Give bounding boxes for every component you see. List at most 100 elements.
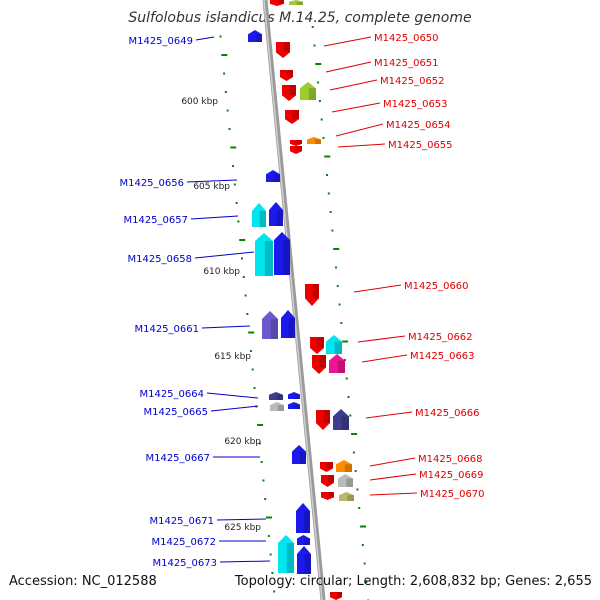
label-leader-line	[357, 335, 406, 343]
gene-label-forward: M1425_0658	[127, 254, 192, 265]
gene-label-reverse: M1425_0652	[380, 76, 445, 87]
label-leader-line	[194, 251, 255, 259]
gene-feature	[281, 310, 295, 338]
gene-feature	[288, 392, 300, 399]
gene-label-forward: M1425_0656	[119, 178, 184, 189]
gene-label-reverse: M1425_0655	[388, 140, 453, 151]
label-leader-line	[325, 61, 372, 73]
gene-feature	[307, 137, 321, 144]
gene-feature	[296, 503, 310, 533]
genome-backbone	[262, 0, 326, 600]
gene-feature	[270, 0, 284, 6]
gene-label-forward: M1425_0673	[152, 558, 217, 569]
gene-feature	[330, 592, 342, 600]
gene-feature	[316, 410, 330, 430]
genome-summary: Topology: circular; Length: 2,608,832 bp…	[234, 574, 592, 589]
label-leader-line	[329, 79, 378, 91]
gene-feature	[274, 232, 290, 275]
gene-label-forward: M1425_0667	[145, 453, 210, 464]
label-leader-line	[195, 36, 215, 41]
label-leader-line	[361, 354, 408, 363]
gene-feature	[300, 82, 316, 100]
gene-feature	[310, 337, 324, 354]
gene-label-forward: M1425_0661	[134, 324, 199, 335]
scale-label: 615 kbp	[214, 352, 251, 362]
scale-labels: 600 kbp 605 kbp 610 kbp 615 kbp 620 kbp 625 k…	[181, 97, 261, 533]
gene-label-reverse: M1425_0662	[408, 332, 473, 343]
gene-feature	[255, 233, 273, 276]
map-title: Sulfolobus islandicus M.14.25, complete …	[128, 10, 472, 26]
label-leader-line	[369, 457, 416, 467]
label-leader-line	[206, 392, 259, 399]
gene-feature	[333, 409, 349, 430]
gene-feature	[329, 354, 345, 373]
accession-label: Accession: NC_012588	[9, 574, 157, 589]
gene-label-reverse: M1425_0654	[386, 120, 451, 131]
label-leader-line	[210, 405, 259, 412]
gene-feature	[288, 402, 300, 409]
label-leader-line	[186, 179, 238, 183]
gene-label-reverse: M1425_0666	[415, 408, 480, 419]
gene-feature	[305, 284, 319, 306]
forward-gene-labels: M1425_0649 M1425_0656 M1425_0657 M1425_0658…	[119, 36, 271, 569]
genome-backbone-highlight	[263, 0, 323, 600]
gene-label-reverse: M1425_0660	[404, 281, 469, 292]
gene-feature	[339, 492, 354, 501]
gene-label-reverse: M1425_0650	[374, 33, 439, 44]
gene-label-forward: M1425_0672	[151, 537, 216, 548]
gene-feature	[338, 474, 353, 487]
gene-label-forward: M1425_0649	[128, 36, 193, 47]
tick-marks	[217, 17, 370, 600]
gene-feature	[289, 0, 303, 5]
label-leader-line	[335, 123, 384, 137]
gene-feature	[297, 546, 311, 574]
scale-label: 600 kbp	[181, 97, 218, 107]
label-leader-line	[190, 215, 239, 220]
gene-feature	[297, 535, 310, 545]
scale-label: 620 kbp	[224, 437, 261, 447]
label-leader-line	[369, 473, 417, 481]
label-leader-line	[216, 518, 267, 521]
gene-feature	[269, 202, 283, 226]
scale-label: 625 kbp	[224, 523, 261, 533]
gene-feature	[326, 335, 342, 354]
gene-label-forward: M1425_0671	[149, 516, 214, 527]
gene-feature	[270, 402, 284, 411]
gene-label-reverse: M1425_0669	[419, 470, 484, 481]
gene-feature	[278, 535, 294, 573]
gene-feature	[321, 492, 334, 500]
label-leader-line	[365, 411, 413, 419]
scale-label: 610 kbp	[203, 267, 240, 277]
label-leader-line	[369, 492, 418, 496]
gene-feature	[280, 70, 293, 81]
label-leader-line	[219, 560, 271, 563]
gene-label-reverse: M1425_0663	[410, 351, 475, 362]
gene-feature	[321, 475, 334, 487]
gene-feature	[320, 462, 333, 472]
scale-label: 605 kbp	[193, 182, 230, 192]
gene-feature	[262, 311, 278, 339]
gene-label-reverse: M1425_0653	[383, 99, 448, 110]
label-leader-line	[201, 325, 251, 329]
gene-label-reverse: M1425_0670	[420, 489, 485, 500]
gene-feature	[248, 30, 262, 42]
gene-feature	[290, 146, 302, 154]
gene-feature	[336, 460, 352, 472]
gene-feature	[266, 170, 280, 182]
gene-features	[248, 0, 354, 600]
gene-feature	[290, 140, 302, 146]
gene-feature	[269, 392, 283, 400]
gene-feature	[285, 110, 299, 124]
gene-label-reverse: M1425_0651	[374, 58, 439, 69]
gene-feature	[312, 355, 326, 374]
gene-label-forward: M1425_0665	[143, 407, 208, 418]
label-leader-line	[331, 102, 381, 113]
gene-feature	[276, 42, 290, 58]
label-leader-line	[353, 284, 402, 293]
label-leader-line	[337, 143, 386, 148]
label-leader-line	[323, 36, 372, 47]
gene-feature	[292, 445, 306, 464]
gene-label-forward: M1425_0664	[139, 389, 204, 400]
gene-label-forward: M1425_0657	[123, 215, 188, 226]
